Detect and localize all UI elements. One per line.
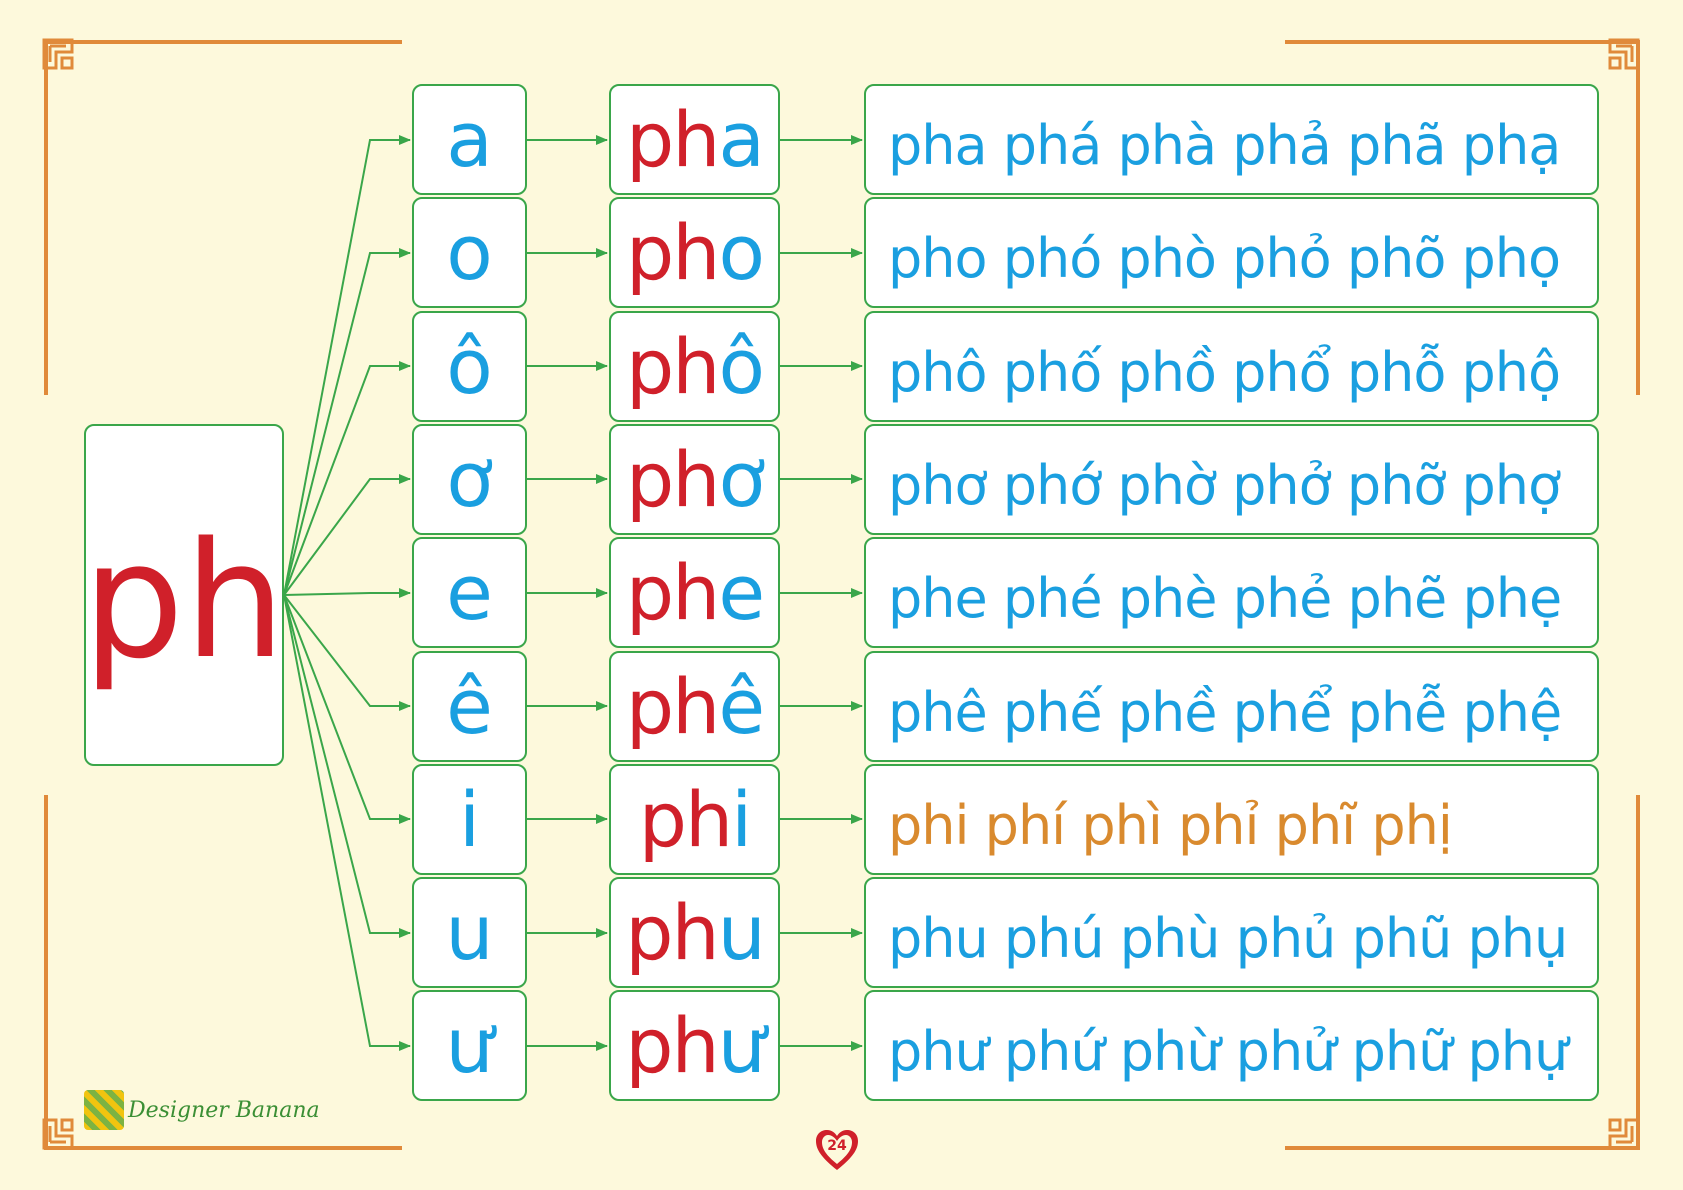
vowel-card: ô <box>412 311 527 422</box>
connector-arrow <box>283 594 411 824</box>
vowel-label: ư <box>445 1000 494 1090</box>
vowel-card: ê <box>412 651 527 762</box>
tone-variants-text: phê phế phề phể phễ phệ <box>888 681 1562 744</box>
syllable-consonant: ph <box>638 774 733 864</box>
vowel-card: u <box>412 877 527 988</box>
syllable-card: phe <box>609 537 780 648</box>
vowel-label: ô <box>446 321 493 411</box>
vowel-label: ơ <box>446 434 493 524</box>
syllable-vowel: ê <box>718 661 765 751</box>
frame-bottom-left <box>44 1146 402 1150</box>
banana-logo-icon <box>84 1090 124 1130</box>
tone-variants-text: phư phứ phừ phử phữ phự <box>888 1020 1568 1083</box>
syllable-consonant: ph <box>625 887 719 977</box>
frame-left-bottom <box>44 795 48 1150</box>
syllable-vowel: u <box>717 887 766 977</box>
vowel-label: ê <box>446 661 493 751</box>
syllable-consonant: ph <box>625 547 720 637</box>
frame-bottom-right <box>1285 1146 1639 1150</box>
heart-footprint-icon <box>816 1130 858 1170</box>
syllable-vowel: ô <box>718 321 764 411</box>
brand-name: Designer Banana <box>128 1097 320 1123</box>
connector-arrow <box>283 361 411 596</box>
syllable-consonant: ph <box>625 661 720 751</box>
syllable-card: phi <box>609 764 780 875</box>
syllable-consonant: ph <box>626 94 720 184</box>
tone-variants-card: phe phé phè phẻ phẽ phẹ <box>864 537 1599 648</box>
tone-variants-card: phư phứ phừ phử phữ phự <box>864 990 1599 1101</box>
syllable-card: phê <box>609 651 780 762</box>
syllable-consonant: ph <box>626 434 720 524</box>
syllable-consonant: ph <box>625 1000 719 1090</box>
tone-variants-text: pha phá phà phả phã phạ <box>888 114 1561 177</box>
connector-arrow <box>283 588 411 598</box>
frame-right-bottom <box>1636 795 1640 1150</box>
tone-variants-text: pho phó phò phỏ phõ phọ <box>888 227 1561 290</box>
syllable-card: pho <box>609 197 780 308</box>
syllable-vowel: e <box>718 547 765 637</box>
consonant-label: ph <box>82 507 286 694</box>
page-number: 24 <box>827 1138 847 1154</box>
tone-variants-card: phi phí phì phỉ phĩ phị <box>864 764 1599 875</box>
tone-variants-text: phu phú phù phủ phũ phụ <box>888 907 1568 970</box>
syllable-card: phô <box>609 311 780 422</box>
syllable-consonant: ph <box>626 207 720 297</box>
tone-variants-text: phơ phớ phờ phở phỡ phợ <box>888 454 1561 517</box>
vowel-label: i <box>458 774 481 864</box>
syllable-vowel: ơ <box>718 434 764 524</box>
frame-top-left <box>44 40 402 44</box>
frame-right-top <box>1636 40 1640 395</box>
vowel-label: u <box>445 887 494 977</box>
vowel-card: i <box>412 764 527 875</box>
consonant-card: ph <box>82 424 286 766</box>
tone-variants-text: phe phé phè phẻ phẽ phẹ <box>888 567 1562 630</box>
connector-arrow <box>283 135 411 596</box>
syllable-vowel: i <box>731 774 752 864</box>
syllable-card: pha <box>609 84 780 195</box>
tone-variants-text: phô phố phồ phổ phỗ phộ <box>888 341 1561 404</box>
syllable-card: phu <box>609 877 780 988</box>
frame-left-top <box>44 40 48 395</box>
syllable-vowel: a <box>718 94 765 184</box>
vowel-card: e <box>412 537 527 648</box>
brand-logo: Designer Banana <box>84 1090 320 1130</box>
tone-variants-card: phê phế phề phể phễ phệ <box>864 651 1599 762</box>
connector-arrow <box>283 594 411 938</box>
vowel-label: a <box>446 94 493 184</box>
tone-variants-text: phi phí phì phỉ phĩ phị <box>888 794 1453 857</box>
corner-ornament-icon <box>1608 38 1640 70</box>
vowel-card: o <box>412 197 527 308</box>
connector-arrow <box>283 594 411 1051</box>
corner-ornament-icon <box>42 1118 74 1150</box>
vowel-card: ư <box>412 990 527 1101</box>
syllable-vowel: ư <box>717 1000 766 1090</box>
syllable-card: phơ <box>609 424 780 535</box>
syllable-consonant: ph <box>626 321 720 411</box>
corner-ornament-icon <box>42 38 74 70</box>
vowel-card: ơ <box>412 424 527 535</box>
connector-arrow <box>283 474 411 596</box>
tone-variants-card: pha phá phà phả phã phạ <box>864 84 1599 195</box>
vowel-card: a <box>412 84 527 195</box>
tone-variants-card: phô phố phồ phổ phỗ phộ <box>864 311 1599 422</box>
frame-top-right <box>1285 40 1639 44</box>
tone-variants-card: phu phú phù phủ phũ phụ <box>864 877 1599 988</box>
vowel-label: o <box>446 207 493 297</box>
connector-arrow <box>283 248 411 596</box>
syllable-vowel: o <box>718 207 764 297</box>
syllable-card: phư <box>609 990 780 1101</box>
vowel-label: e <box>446 547 493 637</box>
corner-ornament-icon <box>1608 1118 1640 1150</box>
connector-arrow <box>283 594 411 711</box>
tone-variants-card: phơ phớ phờ phở phỡ phợ <box>864 424 1599 535</box>
tone-variants-card: pho phó phò phỏ phõ phọ <box>864 197 1599 308</box>
